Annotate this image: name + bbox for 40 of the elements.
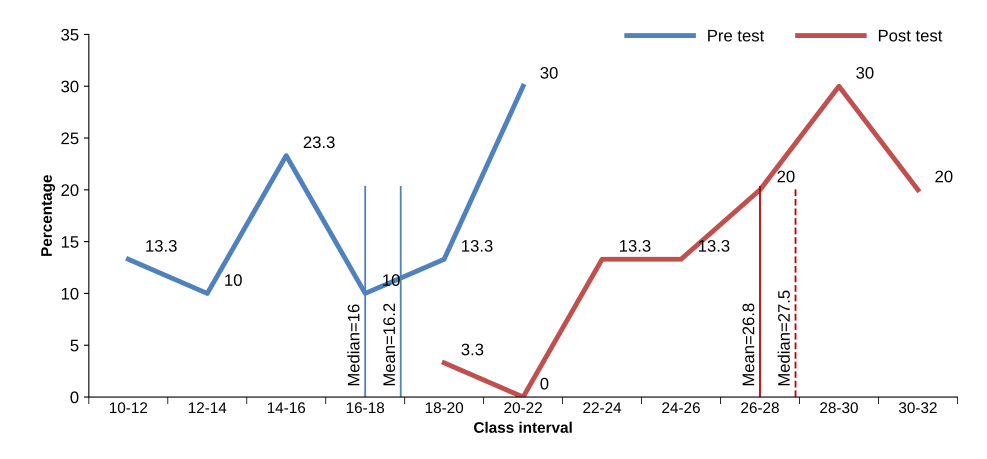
ref-line-label: Mean=16.2 <box>383 304 396 386</box>
data-label: 13.3 <box>620 240 650 252</box>
x-tick-label: 10-12 <box>110 402 148 414</box>
x-tick-label: 26-28 <box>741 402 779 414</box>
y-tick-label: 25 <box>61 132 78 144</box>
x-tick-label: 16-18 <box>346 402 384 414</box>
x-axis-title: Class interval <box>474 422 572 433</box>
y-tick-label: 15 <box>62 236 78 248</box>
data-label: 30 <box>856 66 874 79</box>
data-label: 13.3 <box>146 240 177 252</box>
y-tick-label: 0 <box>70 391 78 404</box>
y-tick-label: 35 <box>61 28 78 41</box>
data-label: 13.3 <box>462 240 493 252</box>
data-label: 20 <box>935 170 952 182</box>
x-tick-label: 12-14 <box>188 402 226 413</box>
x-tick-label: 22-24 <box>583 402 622 413</box>
data-label: 13.3 <box>698 240 730 252</box>
x-tick-label: 20-22 <box>504 402 542 414</box>
x-tick-label: 24-26 <box>662 402 700 414</box>
y-tick-label: 5 <box>70 340 78 352</box>
x-tick-label: 14-16 <box>268 402 306 414</box>
ref-line-label: Median=27.5 <box>778 290 790 386</box>
data-label: 20 <box>777 170 795 182</box>
data-label: 10 <box>225 274 242 286</box>
legend-label: Post test <box>878 30 942 42</box>
y-axis-title: Percentage <box>41 175 56 256</box>
legend-label: Pre test <box>708 30 764 42</box>
y-tick-label: 30 <box>61 80 78 92</box>
ref-line-label: Mean=26.8 <box>742 304 754 386</box>
y-tick-label: 10 <box>62 288 78 300</box>
ref-line-label: Median=16 <box>347 304 360 386</box>
data-label: 30 <box>540 66 558 79</box>
y-tick-label: 20 <box>61 184 78 196</box>
line-series <box>442 84 920 398</box>
x-tick-label: 28-30 <box>820 402 858 414</box>
data-label: 3.3 <box>461 344 484 356</box>
x-tick-label: 18-20 <box>426 402 464 414</box>
data-label: 0 <box>540 378 548 390</box>
x-tick-label: 30-32 <box>898 402 937 414</box>
data-label: 23.3 <box>304 136 335 148</box>
